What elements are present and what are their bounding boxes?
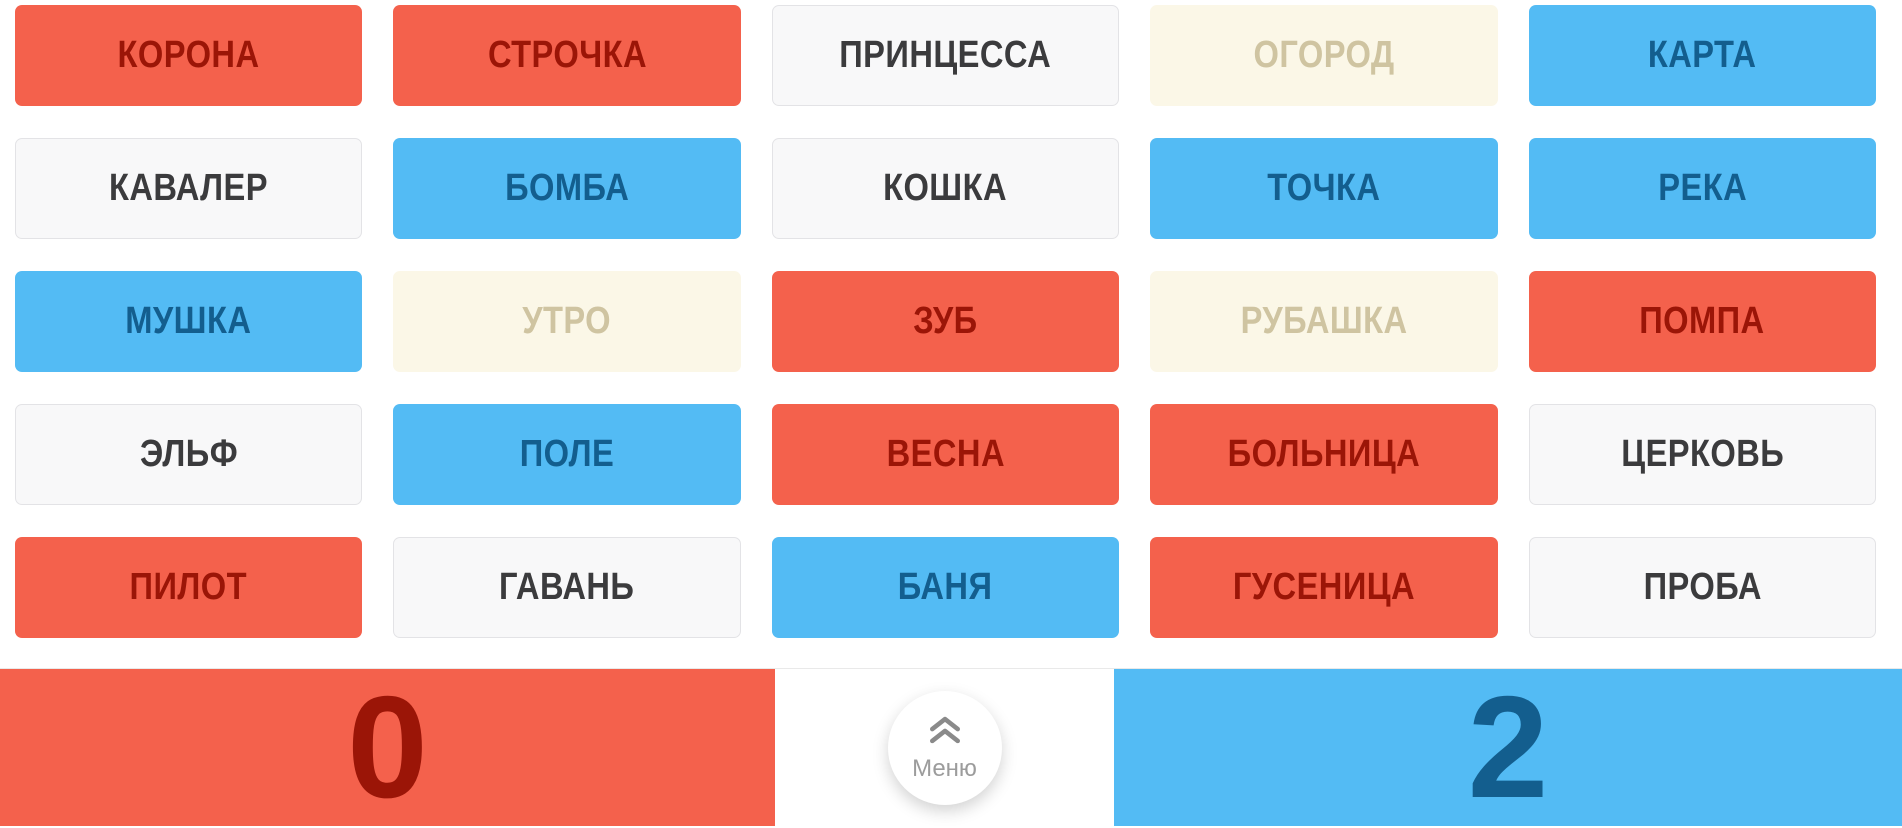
- word-card[interactable]: МУШКА: [15, 271, 362, 372]
- word-card[interactable]: РЕКА: [1529, 138, 1876, 239]
- word-card[interactable]: БАНЯ: [772, 537, 1119, 638]
- word-card-label: ЦЕРКОВЬ: [1621, 433, 1784, 476]
- red-team-score: 0: [0, 669, 775, 826]
- word-card-label: УТРО: [523, 300, 612, 343]
- word-card-label: ПРОБА: [1643, 566, 1761, 609]
- word-card-label: КОШКА: [884, 167, 1008, 210]
- word-card-label: ПОЛЕ: [520, 433, 615, 476]
- word-card[interactable]: КОШКА: [772, 138, 1119, 239]
- word-card-label: БОЛЬНИЦА: [1228, 433, 1421, 476]
- word-card-label: ТОЧКА: [1267, 167, 1380, 210]
- game-board: КОРОНА СТРОЧКА ПРИНЦЕССА ОГОРОД КАРТА КАВАЛЕР…: [0, 0, 1902, 638]
- blue-team-score: 2: [1114, 669, 1902, 826]
- word-card[interactable]: ПРОБА: [1529, 537, 1876, 638]
- word-card[interactable]: СТРОЧКА: [393, 5, 740, 106]
- word-card-label: ЗУБ: [913, 300, 977, 343]
- word-card-label: ЭЛЬФ: [140, 433, 238, 476]
- word-card-label: КАВАЛЕР: [109, 167, 268, 210]
- word-card[interactable]: ЦЕРКОВЬ: [1529, 404, 1876, 505]
- word-card[interactable]: КАВАЛЕР: [15, 138, 362, 239]
- word-card-label: МУШКА: [126, 300, 252, 343]
- word-card-label: БОМБА: [505, 167, 629, 210]
- word-card[interactable]: УТРО: [393, 271, 740, 372]
- word-card-label: БАНЯ: [898, 566, 993, 609]
- word-card-label: ПРИНЦЕССА: [840, 34, 1052, 77]
- word-card-label: ПОМПА: [1640, 300, 1765, 343]
- word-card[interactable]: ПРИНЦЕССА: [772, 5, 1119, 106]
- word-card-label: ГУСЕНИЦА: [1233, 566, 1415, 609]
- word-card-label: РУБАШКА: [1240, 300, 1407, 343]
- word-card[interactable]: ГУСЕНИЦА: [1150, 537, 1497, 638]
- word-card[interactable]: ЗУБ: [772, 271, 1119, 372]
- word-card-label: КАРТА: [1648, 34, 1757, 77]
- word-card-label: ПИЛОТ: [130, 566, 247, 609]
- word-card-label: КОРОНА: [118, 34, 260, 77]
- word-card[interactable]: КОРОНА: [15, 5, 362, 106]
- word-card[interactable]: РУБАШКА: [1150, 271, 1497, 372]
- double-chevron-up-icon: [925, 714, 965, 749]
- word-card[interactable]: ПОЛЕ: [393, 404, 740, 505]
- word-card[interactable]: ПОМПА: [1529, 271, 1876, 372]
- menu-button[interactable]: Меню: [888, 691, 1002, 805]
- word-card-label: СТРОЧКА: [488, 34, 647, 77]
- word-card-label: ОГОРОД: [1253, 34, 1394, 77]
- word-card[interactable]: ЭЛЬФ: [15, 404, 362, 505]
- word-card[interactable]: ПИЛОТ: [15, 537, 362, 638]
- score-bar: 0 Меню 2: [0, 668, 1902, 826]
- word-card[interactable]: БОМБА: [393, 138, 740, 239]
- menu-zone: Меню: [775, 669, 1114, 826]
- menu-button-label: Меню: [912, 757, 977, 781]
- word-card[interactable]: ТОЧКА: [1150, 138, 1497, 239]
- word-card[interactable]: ОГОРОД: [1150, 5, 1497, 106]
- word-card-label: РЕКА: [1658, 167, 1747, 210]
- word-card[interactable]: КАРТА: [1529, 5, 1876, 106]
- word-card[interactable]: ГАВАНЬ: [393, 537, 740, 638]
- word-card-label: ГАВАНЬ: [499, 566, 634, 609]
- word-card[interactable]: ВЕСНА: [772, 404, 1119, 505]
- word-card-label: ВЕСНА: [886, 433, 1004, 476]
- word-card[interactable]: БОЛЬНИЦА: [1150, 404, 1497, 505]
